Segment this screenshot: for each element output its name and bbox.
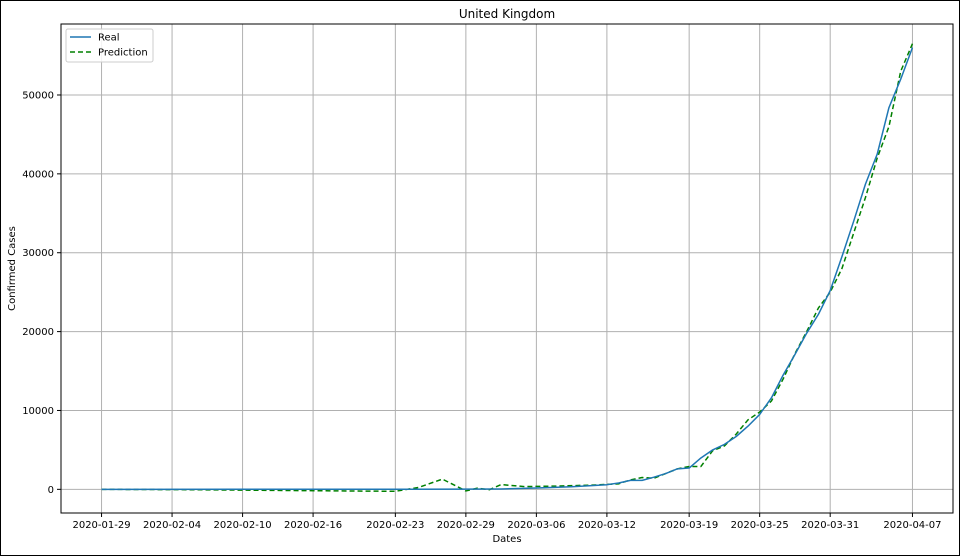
plot-area: [60, 23, 954, 514]
x-tick-label: 2020-03-19: [660, 520, 718, 531]
y-tick-label: 40000: [22, 169, 54, 180]
y-tick-label: 10000: [22, 406, 54, 417]
x-tick-label: 2020-02-29: [437, 520, 495, 531]
legend-label-prediction: Prediction: [98, 48, 148, 59]
axis-ticks: 2020-01-29 2020-02-04 2020-02-10 2020-02-16…: [22, 90, 941, 531]
x-tick-label: 2020-03-12: [578, 520, 636, 531]
x-tick-label: 2020-02-23: [366, 520, 424, 531]
legend: Real Prediction: [65, 28, 154, 63]
x-tick-label: 2020-01-29: [72, 520, 130, 531]
y-tick-label: 0: [48, 485, 54, 496]
y-tick-label: 50000: [22, 90, 54, 101]
grid-lines: [61, 24, 953, 513]
x-tick-label: 2020-02-04: [143, 520, 201, 531]
x-tick-label: 2020-04-07: [883, 520, 941, 531]
x-tick-label: 2020-02-16: [284, 520, 342, 531]
x-tick-label: 2020-03-25: [731, 520, 789, 531]
chart-title: United Kingdom: [459, 7, 555, 21]
y-axis-label: Confirmed Cases: [7, 226, 18, 311]
x-tick-label: 2020-03-06: [507, 520, 565, 531]
series-line-prediction: [101, 43, 914, 493]
series-lines: [101, 43, 914, 493]
x-tick-label: 2020-03-31: [801, 520, 859, 531]
y-tick-label: 20000: [22, 327, 54, 338]
series-line-real: [101, 47, 914, 491]
legend-label-real: Real: [98, 33, 120, 44]
y-tick-label: 30000: [22, 248, 54, 259]
x-tick-label: 2020-02-10: [214, 520, 272, 531]
x-axis-label: Dates: [492, 534, 521, 545]
